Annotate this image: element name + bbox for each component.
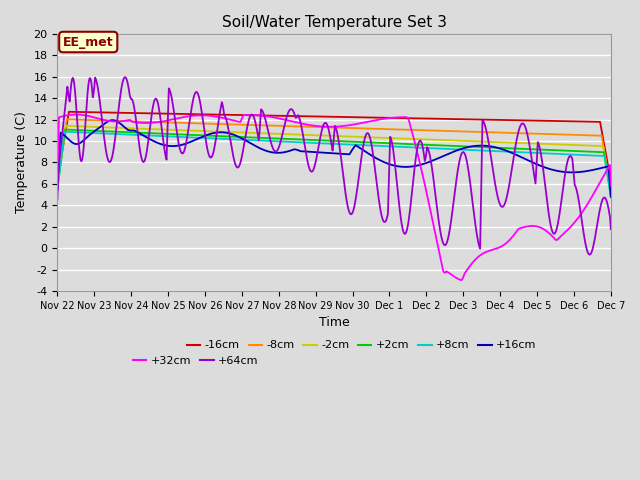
+32cm — [607, 182, 614, 188]
+2cm — [176, 132, 184, 137]
+16cm — [435, 155, 442, 161]
+32cm — [435, 247, 442, 252]
+16cm — [200, 133, 207, 139]
-16cm — [200, 111, 207, 117]
Line: -8cm: -8cm — [58, 120, 611, 190]
+8cm — [607, 194, 614, 200]
+16cm — [557, 168, 564, 174]
+32cm — [558, 233, 566, 239]
-8cm — [380, 126, 388, 132]
X-axis label: Time: Time — [319, 316, 349, 329]
+2cm — [326, 138, 334, 144]
+64cm — [200, 121, 207, 127]
+32cm — [73, 112, 81, 118]
+16cm — [326, 150, 334, 156]
+2cm — [557, 147, 564, 153]
-16cm — [435, 116, 442, 121]
+16cm — [380, 159, 388, 165]
-8cm — [176, 120, 184, 126]
+32cm — [326, 124, 334, 130]
-8cm — [607, 187, 614, 192]
Title: Soil/Water Temperature Set 3: Soil/Water Temperature Set 3 — [221, 15, 447, 30]
Line: +16cm: +16cm — [58, 120, 611, 197]
+32cm — [458, 277, 465, 283]
-2cm — [200, 128, 207, 134]
Line: -2cm: -2cm — [58, 126, 611, 192]
-8cm — [200, 120, 207, 126]
+64cm — [176, 145, 184, 151]
Line: +2cm: +2cm — [58, 130, 611, 195]
+16cm — [54, 187, 61, 193]
-16cm — [607, 178, 614, 184]
+2cm — [380, 140, 388, 146]
+2cm — [54, 186, 61, 192]
Y-axis label: Temperature (C): Temperature (C) — [15, 111, 28, 214]
+2cm — [607, 192, 614, 198]
-2cm — [62, 123, 70, 129]
+32cm — [200, 112, 207, 118]
+64cm — [435, 217, 442, 223]
-8cm — [557, 132, 564, 137]
-2cm — [326, 133, 334, 139]
Line: +8cm: +8cm — [58, 132, 611, 197]
-2cm — [380, 135, 388, 141]
+8cm — [326, 141, 334, 146]
+32cm — [380, 116, 388, 121]
+8cm — [54, 187, 61, 193]
-16cm — [326, 114, 334, 120]
+16cm — [607, 194, 614, 200]
+32cm — [54, 180, 61, 186]
-16cm — [65, 109, 73, 115]
-8cm — [326, 124, 334, 130]
-2cm — [557, 142, 564, 147]
-8cm — [54, 178, 61, 184]
+64cm — [586, 252, 593, 257]
-8cm — [435, 128, 442, 133]
+8cm — [557, 151, 564, 157]
+8cm — [435, 145, 442, 151]
+64cm — [54, 196, 61, 202]
+8cm — [176, 134, 184, 140]
-2cm — [607, 190, 614, 195]
-16cm — [557, 118, 564, 124]
-8cm — [63, 117, 70, 122]
Line: +32cm: +32cm — [58, 115, 611, 280]
+16cm — [109, 117, 116, 123]
+16cm — [176, 143, 184, 148]
+64cm — [121, 74, 129, 80]
+2cm — [200, 132, 207, 138]
-16cm — [176, 111, 184, 117]
Line: -16cm: -16cm — [58, 112, 611, 181]
+64cm — [557, 202, 564, 208]
+8cm — [380, 143, 388, 149]
Legend: +32cm, +64cm: +32cm, +64cm — [129, 351, 263, 370]
+64cm — [607, 226, 614, 232]
+32cm — [176, 115, 184, 121]
+8cm — [200, 135, 207, 141]
-2cm — [176, 127, 184, 133]
-16cm — [380, 115, 388, 120]
+8cm — [61, 129, 68, 134]
Line: +64cm: +64cm — [58, 77, 611, 254]
-16cm — [54, 177, 61, 183]
-2cm — [54, 184, 61, 190]
+2cm — [435, 143, 442, 148]
Text: EE_met: EE_met — [63, 36, 113, 48]
+64cm — [326, 134, 334, 140]
-2cm — [435, 137, 442, 143]
+64cm — [380, 219, 388, 225]
+2cm — [61, 127, 69, 132]
